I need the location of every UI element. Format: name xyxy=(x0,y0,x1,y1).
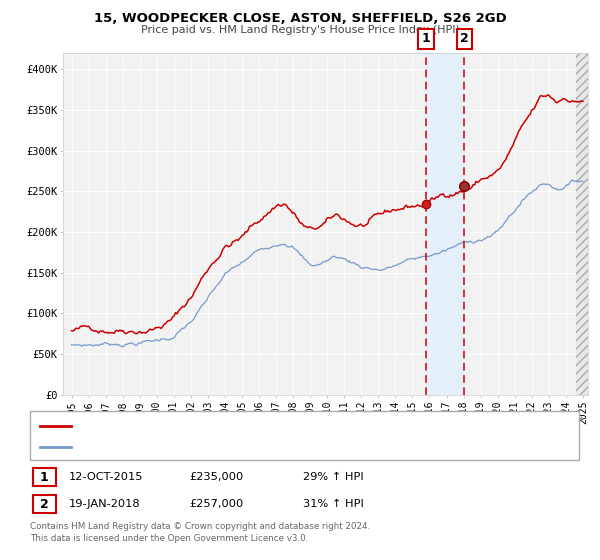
Text: 2: 2 xyxy=(40,497,49,511)
Text: Contains HM Land Registry data © Crown copyright and database right 2024.: Contains HM Land Registry data © Crown c… xyxy=(30,522,370,531)
Text: 31% ↑ HPI: 31% ↑ HPI xyxy=(303,499,364,509)
Text: 12-OCT-2015: 12-OCT-2015 xyxy=(69,472,143,482)
Text: 15, WOODPECKER CLOSE, ASTON, SHEFFIELD, S26 2GD (detached house): 15, WOODPECKER CLOSE, ASTON, SHEFFIELD, … xyxy=(77,421,462,431)
Text: £257,000: £257,000 xyxy=(189,499,243,509)
Text: 29% ↑ HPI: 29% ↑ HPI xyxy=(303,472,364,482)
Text: 1: 1 xyxy=(40,470,49,484)
Bar xyxy=(426,53,464,395)
Text: Price paid vs. HM Land Registry's House Price Index (HPI): Price paid vs. HM Land Registry's House … xyxy=(140,25,460,35)
Text: 15, WOODPECKER CLOSE, ASTON, SHEFFIELD, S26 2GD: 15, WOODPECKER CLOSE, ASTON, SHEFFIELD, … xyxy=(94,12,506,25)
Bar xyxy=(576,53,588,395)
Text: £235,000: £235,000 xyxy=(189,472,243,482)
Text: 1: 1 xyxy=(422,32,430,45)
Text: 2: 2 xyxy=(460,32,469,45)
Text: This data is licensed under the Open Government Licence v3.0.: This data is licensed under the Open Gov… xyxy=(30,534,308,543)
Text: HPI: Average price, detached house, Rotherham: HPI: Average price, detached house, Roth… xyxy=(77,441,327,451)
Text: 19-JAN-2018: 19-JAN-2018 xyxy=(69,499,140,509)
